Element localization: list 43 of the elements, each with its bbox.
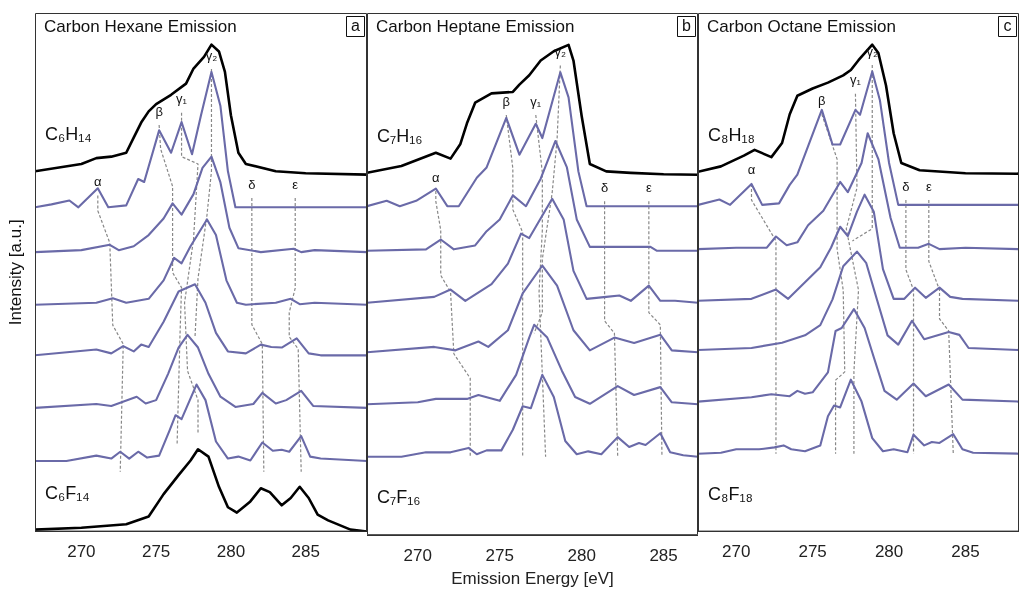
series-label: δ	[600, 179, 609, 195]
x-axis-title: Emission Energy [eV]	[451, 569, 614, 589]
series-label: α	[432, 169, 441, 185]
x-tick-label: 280	[874, 542, 904, 562]
x-tick-label: 275	[485, 546, 514, 566]
x-tick-label: 285	[951, 542, 980, 562]
x-tick-label: 285	[649, 546, 678, 566]
series-label: C₆H₁₄	[45, 124, 92, 145]
series-label: δ	[902, 178, 910, 194]
series-label: C₆F₁₄	[45, 482, 90, 503]
x-tick-label: 280	[216, 542, 246, 562]
text: a	[351, 17, 361, 35]
x-tick-label: 270	[403, 546, 432, 566]
x-tick-label: 280	[567, 546, 596, 566]
series-label: γ₁	[850, 72, 862, 88]
series-label: ε	[925, 178, 932, 194]
x-tick-label: 275	[141, 542, 171, 562]
series-label: ε	[645, 179, 652, 195]
series-label: γ₂	[554, 44, 567, 60]
series-label: α	[94, 174, 103, 190]
text: b	[682, 17, 692, 35]
y-axis-title: Intensity [a.u.]	[5, 219, 25, 326]
annotation: C₈F₁₈	[708, 483, 753, 504]
series-label: C₈H₁₈	[708, 124, 755, 145]
series-label: α	[747, 162, 756, 178]
annotation: C₇F₁₆	[377, 487, 421, 508]
series-label: C₇H₁₆	[377, 125, 423, 146]
chart-title: Carbon Heptane Emission	[376, 16, 575, 36]
series-label: β	[818, 92, 826, 108]
series-label: γ₂	[205, 47, 218, 63]
series-label: ε	[292, 176, 299, 192]
series-label: β	[155, 103, 163, 119]
x-tick-label: 270	[67, 542, 96, 562]
x-tick-label: 275	[798, 542, 827, 562]
text: c	[1003, 17, 1012, 35]
series-label: β	[502, 93, 511, 109]
chart-title: Carbon Hexane Emission	[44, 16, 237, 36]
series-label: γ₁	[176, 91, 188, 107]
chart-title: Carbon Octane Emission	[707, 16, 896, 36]
x-tick-label: 285	[291, 542, 320, 562]
x-tick-label: 270	[722, 542, 751, 562]
series-label: δ	[248, 176, 256, 192]
series-label: γ₁	[530, 93, 542, 109]
